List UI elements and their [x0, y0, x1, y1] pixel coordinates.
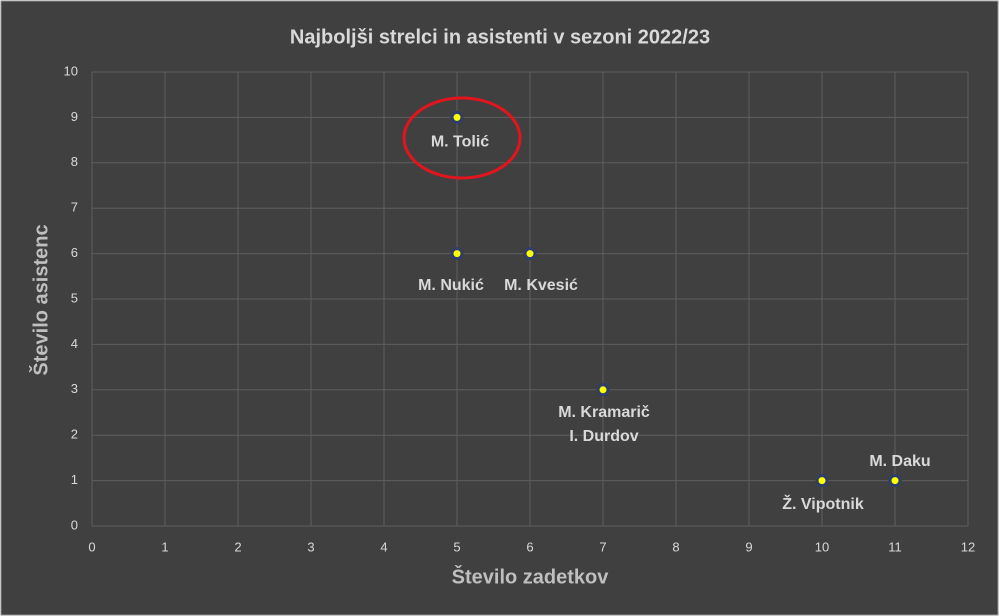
point	[523, 247, 537, 261]
point	[815, 474, 829, 488]
y-tick-label: 9	[71, 109, 78, 124]
point	[450, 110, 464, 124]
x-tick-label: 3	[307, 539, 314, 554]
x-tick-label: 5	[453, 539, 460, 554]
x-tick-label: 0	[88, 539, 95, 554]
point-label: I. Durdov	[569, 428, 638, 445]
y-tick-label: 8	[71, 154, 78, 169]
highlight-ellipse	[402, 96, 522, 180]
x-tick-label: 1	[161, 539, 168, 554]
point-label: M. Kramarič	[558, 404, 650, 421]
y-tick-label: 2	[71, 427, 78, 442]
y-tick-label: 6	[71, 245, 78, 260]
y-axis-label: Število asistenc	[28, 224, 52, 375]
point-label: M. Daku	[869, 453, 930, 470]
point	[888, 474, 902, 488]
y-tick-label: 1	[71, 472, 78, 487]
point-label: M. Nukić	[418, 277, 484, 294]
x-tick-label: 7	[599, 539, 606, 554]
point	[450, 247, 464, 261]
x-tick-label: 2	[234, 539, 241, 554]
x-tick-label: 11	[888, 539, 902, 554]
x-tick-label: 9	[745, 539, 752, 554]
y-tick-label: 4	[71, 336, 78, 351]
x-tick-label: 12	[961, 539, 975, 554]
y-tick-label: 5	[71, 290, 78, 305]
marks: M. Tolić M. Nukić M. Kvesić M. Kramarič I. D…	[418, 110, 931, 513]
y-tick-label: 7	[71, 200, 78, 215]
point-label: M. Kvesić	[504, 277, 578, 294]
point-label: M. Tolić	[431, 134, 489, 151]
x-tick-label: 10	[815, 539, 829, 554]
point	[596, 383, 610, 397]
y-tick-label: 3	[71, 381, 78, 396]
x-tick-label: 6	[526, 539, 533, 554]
x-tick-label: 4	[380, 539, 387, 554]
x-tick-label: 8	[672, 539, 679, 554]
grid	[91, 71, 969, 527]
y-tick-label: 10	[64, 63, 78, 78]
point-label: Ž. Vipotnik	[782, 494, 864, 513]
y-tick-label: 0	[71, 517, 78, 532]
chart-title: Najboljši strelci in asistenti v sezoni …	[290, 26, 710, 48]
x-axis-label: Število zadetkov	[452, 564, 610, 588]
